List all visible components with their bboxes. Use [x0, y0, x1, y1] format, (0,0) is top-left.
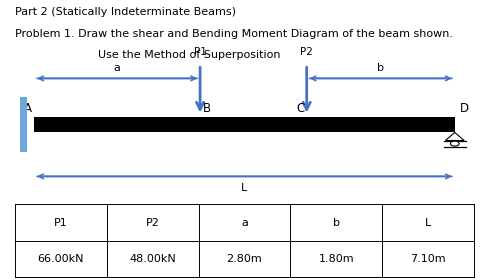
- Text: 66.00kN: 66.00kN: [37, 254, 84, 264]
- Text: 7.10m: 7.10m: [410, 254, 445, 264]
- Text: Part 2 (Statically Indeterminate Beams): Part 2 (Statically Indeterminate Beams): [15, 7, 235, 17]
- Circle shape: [449, 141, 458, 146]
- Text: P2: P2: [145, 218, 159, 228]
- Text: C: C: [295, 102, 304, 115]
- Text: 1.80m: 1.80m: [318, 254, 353, 264]
- Bar: [34, 117, 454, 132]
- Bar: [20, 97, 27, 152]
- Text: Use the Method of Superposition: Use the Method of Superposition: [98, 50, 280, 60]
- Text: 48.00kN: 48.00kN: [129, 254, 176, 264]
- Polygon shape: [445, 132, 463, 141]
- Text: P2: P2: [300, 47, 312, 57]
- Text: L: L: [241, 183, 247, 193]
- Text: a: a: [241, 218, 247, 228]
- Text: Problem 1. Draw the shear and Bending Moment Diagram of the beam shown.: Problem 1. Draw the shear and Bending Mo…: [15, 29, 452, 39]
- Text: D: D: [459, 102, 468, 115]
- Text: A: A: [24, 102, 32, 115]
- Text: a: a: [114, 63, 121, 73]
- Text: P1: P1: [54, 218, 67, 228]
- Text: 2.80m: 2.80m: [226, 254, 262, 264]
- Text: P1: P1: [193, 47, 206, 57]
- Text: b: b: [332, 218, 339, 228]
- Text: B: B: [202, 102, 210, 115]
- Text: L: L: [425, 218, 430, 228]
- Text: b: b: [376, 63, 384, 73]
